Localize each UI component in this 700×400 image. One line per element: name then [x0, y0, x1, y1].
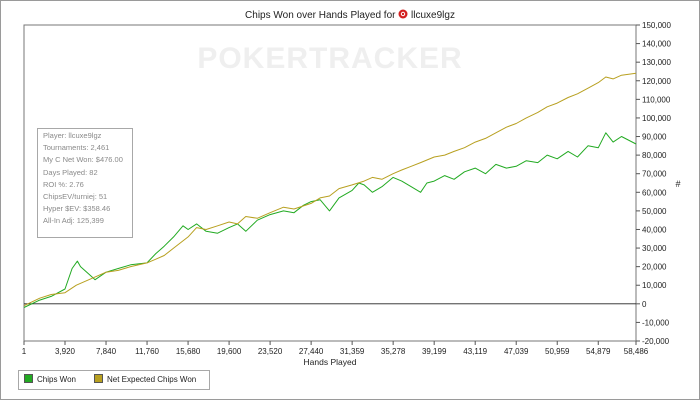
x-tick-label: 11,760 [135, 347, 159, 356]
y-tick-label: 100,000 [642, 114, 671, 123]
y-tick-label: 70,000 [642, 170, 667, 179]
y-tick-label: 50,000 [642, 207, 667, 216]
x-tick-label: 15,680 [176, 347, 201, 356]
poker-chip-icon [398, 9, 408, 19]
x-tick-label: 27,440 [299, 347, 324, 356]
x-axis-label: Hands Played [304, 357, 357, 367]
legend-label-chips-won: Chips Won [37, 375, 76, 384]
y-tick-label: 30,000 [642, 244, 667, 253]
y-tick-label: 130,000 [642, 58, 671, 67]
x-tick-label: 43,119 [463, 347, 487, 356]
y-tick-label: 20,000 [642, 263, 667, 272]
x-tick-label: 31,359 [340, 347, 365, 356]
y-tick-label: 40,000 [642, 225, 667, 234]
x-tick-label: 7,840 [96, 347, 117, 356]
y-tick-label: 60,000 [642, 188, 667, 197]
y-tick-label: 110,000 [642, 95, 671, 104]
y-tick-label: 150,000 [642, 21, 671, 30]
info-allin-adj: All-In Adj: 125,399 [43, 216, 104, 226]
y-axis-label: # [675, 179, 680, 189]
x-tick-label: 19,600 [217, 347, 242, 356]
series-line-net-expected [23, 72, 637, 307]
info-chipsev: ChipsEV/turniej: 51 [43, 191, 108, 201]
chart-player-name: llcuxe9lgz [411, 10, 455, 21]
chart-title-text: Chips Won over Hands Played for [245, 10, 396, 21]
watermark-text: POKERTRACKER [197, 42, 462, 75]
series-line-chips-won [23, 132, 637, 308]
x-tick-label: 1 [22, 347, 27, 356]
x-tick-label: 3,920 [55, 347, 76, 356]
y-tick-label: 0 [642, 300, 647, 309]
x-tick-label: 35,278 [381, 347, 406, 356]
info-roi: ROI %: 2.76 [43, 179, 84, 189]
info-net-won: My C Net Won: $476.00 [43, 155, 123, 165]
info-player: Player: llcuxe9lgz [43, 131, 102, 140]
legend-label-net-expected: Net Expected Chips Won [107, 375, 197, 384]
legend-swatch-net-expected [94, 374, 103, 383]
legend-item-net-expected: Net Expected Chips Won [94, 374, 196, 386]
plot-border [23, 24, 637, 342]
x-tick-label: 58,486 [624, 347, 649, 356]
info-hyper-sev: Hyper $EV: $358.46 [43, 204, 111, 214]
y-tick-label: -10,000 [642, 318, 670, 327]
chart-legend: Chips Won Net Expected Chips Won [18, 370, 210, 390]
y-tick-label: 90,000 [642, 133, 667, 142]
y-tick-label: 140,000 [642, 40, 671, 49]
y-tick-label: 10,000 [642, 281, 667, 290]
y-tick-label: 120,000 [642, 77, 671, 86]
x-tick-label: 50,959 [545, 347, 570, 356]
x-tick-label: 47,039 [504, 347, 529, 356]
info-tournaments: Tournaments: 2,461 [43, 143, 110, 153]
chart-title: Chips Won over Hands Played for llcuxe9l… [0, 9, 700, 21]
x-tick-label: 23,520 [258, 347, 283, 356]
info-days-played: Days Played: 82 [43, 167, 98, 177]
x-tick-label: 54,879 [586, 347, 611, 356]
legend-swatch-chips-won [24, 374, 33, 383]
player-info-box: Player: llcuxe9lgz Tournaments: 2,461 My… [37, 128, 133, 238]
legend-item-chips-won: Chips Won [24, 374, 76, 386]
y-tick-label: -20,000 [642, 337, 670, 346]
x-tick-label: 39,199 [422, 347, 447, 356]
y-tick-label: 80,000 [642, 151, 667, 160]
